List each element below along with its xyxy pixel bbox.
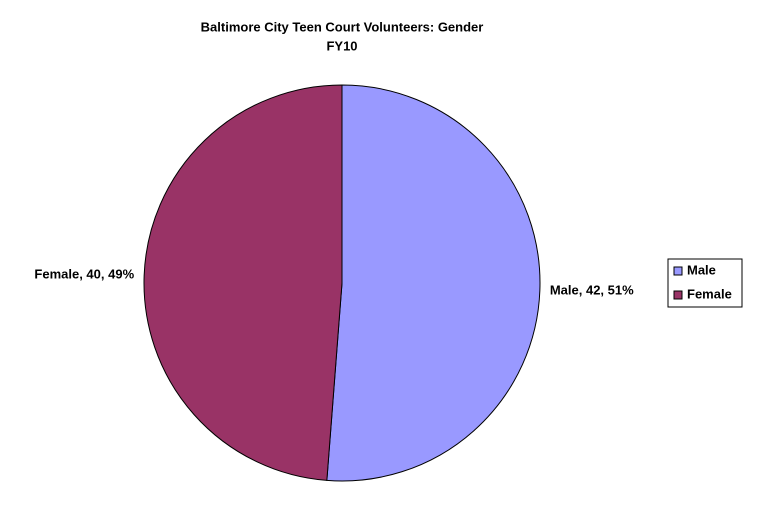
data-label: Female, 40, 49% — [34, 266, 134, 281]
legend-label: Female — [687, 286, 732, 301]
pie-slice — [326, 84, 541, 482]
legend-swatch — [673, 266, 683, 276]
pie-slice — [143, 84, 343, 481]
legend-swatch — [673, 290, 683, 300]
data-label: Male, 42, 51% — [550, 282, 634, 297]
chart-subtitle: FY10 — [326, 38, 357, 53]
chart-title: Baltimore City Teen Court Volunteers: Ge… — [201, 19, 484, 34]
legend-label: Male — [687, 262, 716, 277]
